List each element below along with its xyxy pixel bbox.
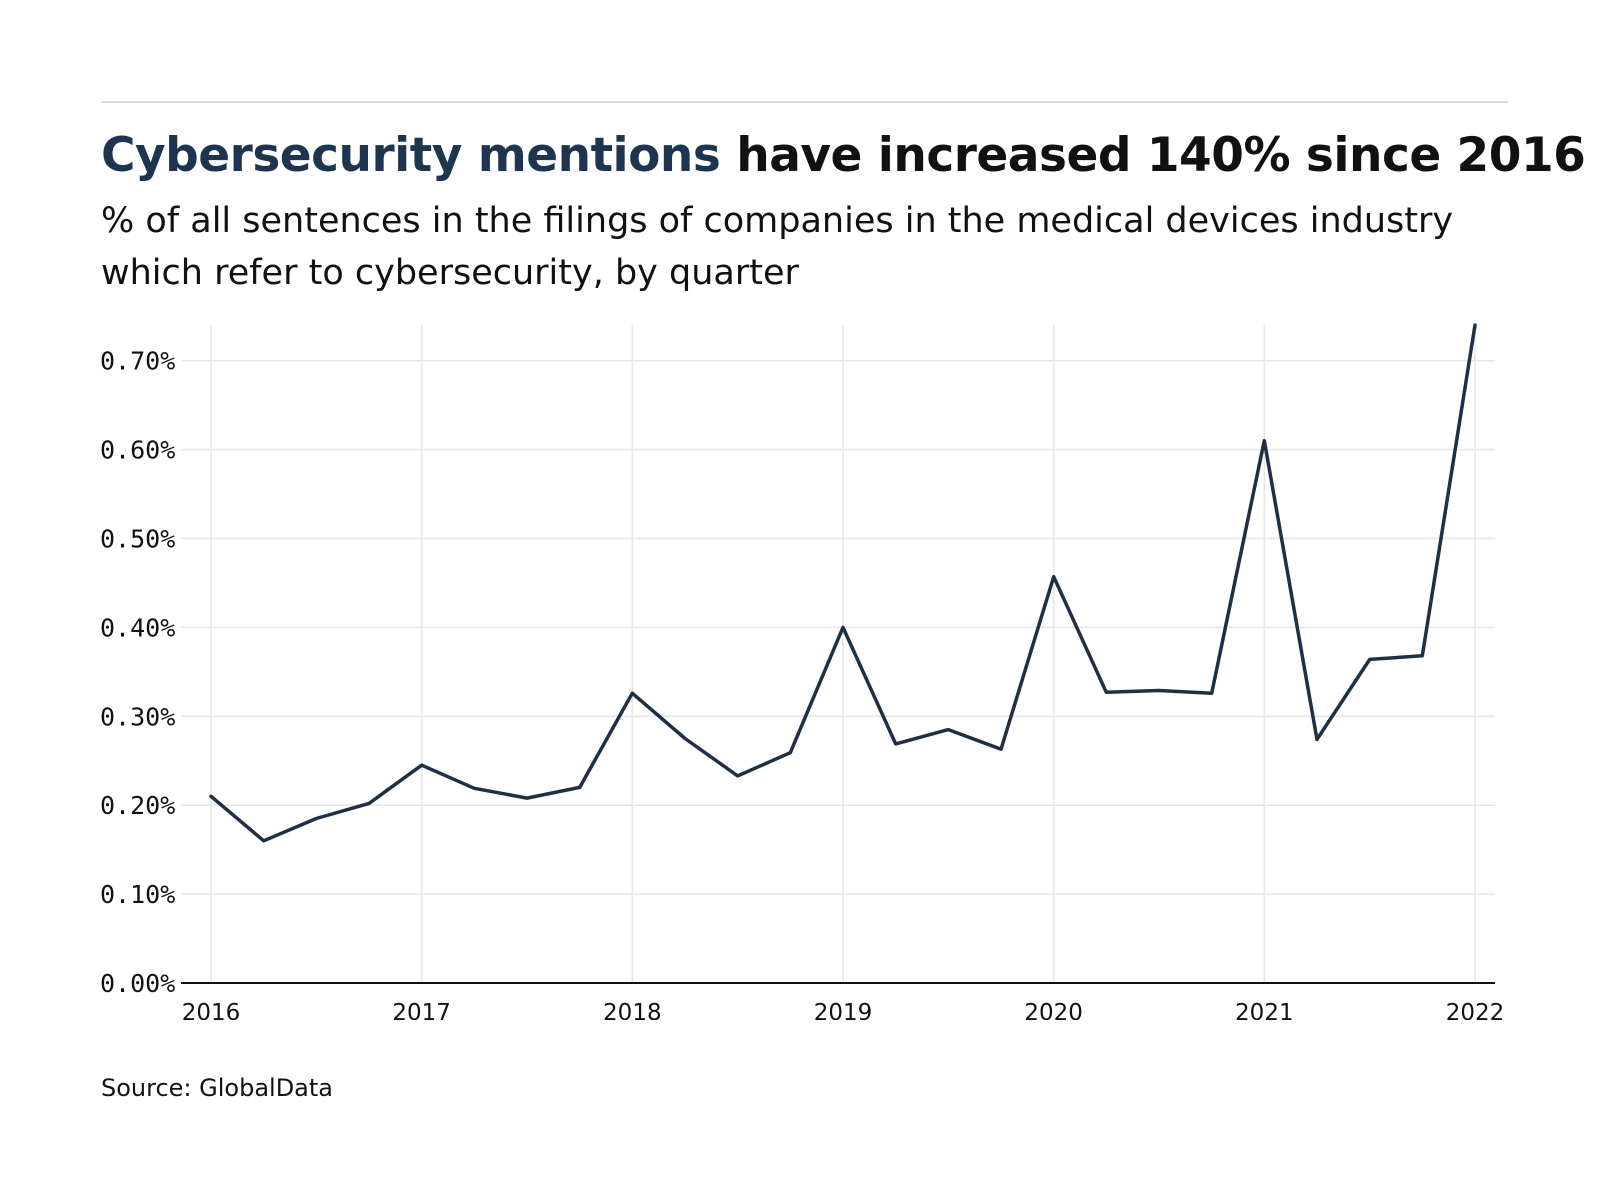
x-tick-label: 2019	[814, 1000, 873, 1020]
y-tick-label: 0.70%	[100, 347, 175, 376]
x-tick-label: 2020	[1024, 1000, 1083, 1020]
tick-label-layer: 0.00% 0.10% 0.20% 0.30% 0.40% 0.50% 0.60% 0.70%…	[100, 347, 1504, 1020]
y-tick-label: 0.30%	[100, 702, 175, 731]
data-point	[1420, 654, 1424, 658]
data-point	[630, 691, 634, 695]
y-tick-label: 0.10%	[100, 880, 175, 909]
data-point	[420, 763, 424, 767]
x-tick-label: 2021	[1235, 1000, 1294, 1020]
data-point	[736, 774, 740, 778]
x-tick-label: 2018	[603, 1000, 662, 1020]
data-point	[1262, 439, 1266, 443]
data-point	[262, 839, 266, 843]
x-tick-label: 2017	[392, 1000, 451, 1020]
data-point	[894, 742, 898, 746]
data-point	[1315, 737, 1319, 741]
y-tick-label: 0.60%	[100, 436, 175, 465]
grid-layer	[181, 325, 1495, 983]
data-point	[1473, 323, 1477, 327]
data-point	[367, 801, 371, 805]
chart-subtitle: % of all sentences in the filings of com…	[101, 201, 1454, 293]
data-point	[1052, 575, 1056, 579]
data-point	[788, 751, 792, 755]
y-tick-label: 0.20%	[100, 791, 175, 820]
y-tick-label: 0.00%	[100, 969, 175, 998]
y-tick-label: 0.50%	[100, 525, 175, 554]
chart-title: Cybersecurity mentions have increased 14…	[101, 124, 1586, 188]
line-layer	[209, 323, 1477, 843]
source-note: Source: GlobalData	[101, 1074, 334, 1102]
data-point	[525, 796, 529, 800]
data-point	[578, 785, 582, 789]
data-point	[1157, 689, 1161, 693]
data-point	[683, 737, 687, 741]
data-point	[314, 817, 318, 821]
data-point	[1104, 690, 1108, 694]
data-point	[841, 625, 845, 629]
data-point	[209, 794, 213, 798]
chart-title-rest: have increased 140% since 2016	[720, 128, 1586, 183]
x-tick-label: 2016	[182, 1000, 241, 1020]
series-line	[209, 323, 1477, 843]
y-tick-label: 0.40%	[100, 613, 175, 642]
data-point	[472, 786, 476, 790]
top-divider	[101, 101, 1508, 103]
data-point	[1368, 657, 1372, 661]
chart-title-highlight: Cybersecurity mentions	[101, 128, 721, 183]
line-chart: 0.00% 0.10% 0.20% 0.30% 0.40% 0.50% 0.60% 0.70%…	[100, 323, 1504, 1020]
data-point	[946, 728, 950, 732]
x-tick-label: 2022	[1446, 1000, 1505, 1020]
data-point	[999, 747, 1003, 751]
data-point	[1210, 691, 1214, 695]
